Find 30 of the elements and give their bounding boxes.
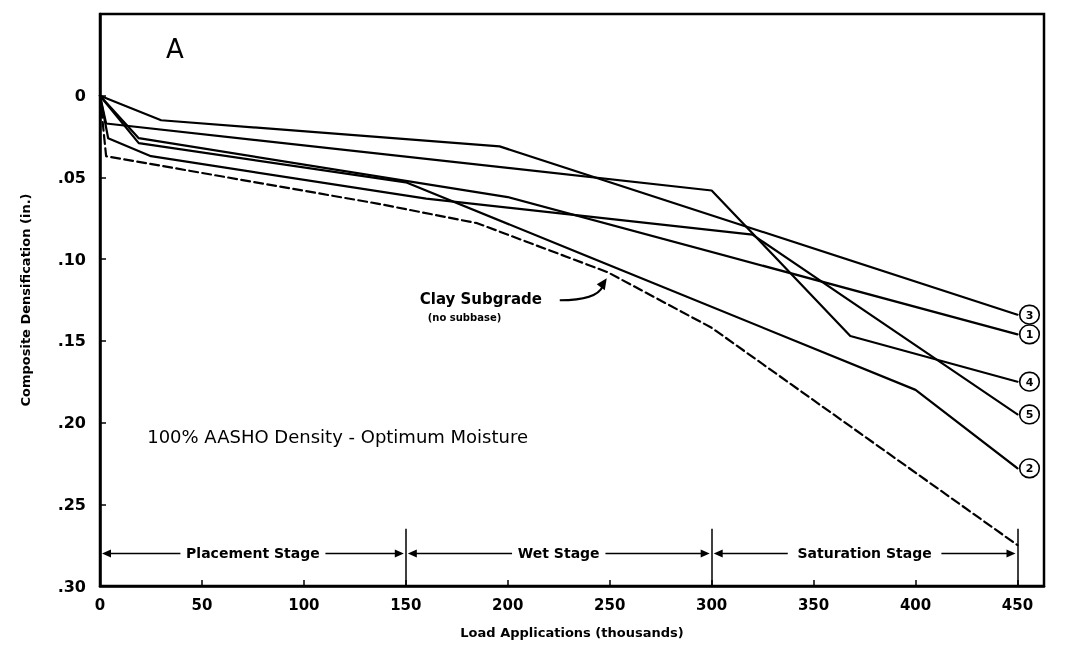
series-label: 3 <box>1025 308 1034 322</box>
y-tick-label: .05 <box>57 167 86 187</box>
annotation: Clay Subgrade (no subbase) <box>419 290 542 324</box>
series-label: 2 <box>1025 462 1034 476</box>
y-tick-label: .25 <box>57 494 86 514</box>
y-axis-title: Composite Densification (in.) <box>18 193 33 407</box>
series-label: 4 <box>1025 375 1034 389</box>
x-tick-label: 100 <box>288 596 320 614</box>
x-tick-label: 50 <box>191 596 213 614</box>
x-tick-label: 200 <box>492 596 524 614</box>
annotation: Saturation Stage <box>797 545 932 562</box>
annotation: A <box>166 34 185 65</box>
x-tick-label: 0 <box>94 596 106 614</box>
x-tick-label: 450 <box>1001 596 1034 614</box>
x-tick-label: 350 <box>797 596 830 614</box>
annotation: 100% AASHO Density - Optimum Moisture <box>147 426 529 448</box>
x-tick-label: 400 <box>899 596 932 614</box>
y-tick-label: 0 <box>74 86 86 106</box>
x-tick-label: 250 <box>594 596 626 614</box>
y-tick-label: .10 <box>57 249 86 269</box>
x-tick-label: 300 <box>696 596 728 614</box>
legend-label: 1 <box>1025 328 1034 342</box>
annotation: Wet Stage <box>517 545 600 562</box>
y-tick-label: .30 <box>57 576 86 596</box>
y-tick-label: .20 <box>57 413 86 433</box>
series-label: 5 <box>1025 408 1034 422</box>
annotation: Placement Stage <box>186 545 320 562</box>
x-tick-label: 150 <box>390 596 422 614</box>
y-tick-label: .15 <box>57 331 86 351</box>
x-axis-title: Load Applications (thousands) <box>460 625 684 640</box>
